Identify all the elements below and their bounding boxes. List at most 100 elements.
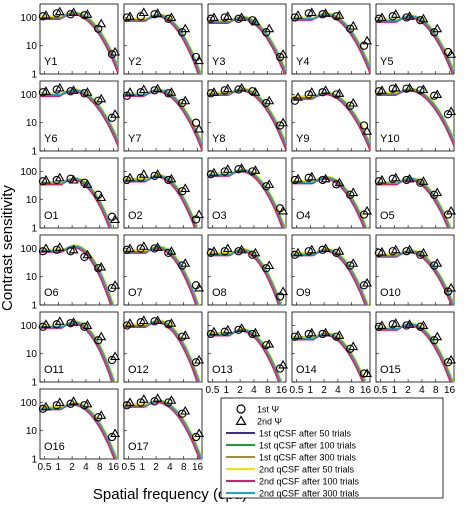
circle-marker — [150, 171, 159, 181]
triangle-marker — [432, 258, 443, 267]
triangle-marker — [418, 13, 429, 23]
circle-marker — [38, 12, 48, 21]
curves — [376, 176, 452, 228]
fit-curve-6 — [376, 88, 454, 141]
triangle-marker — [236, 82, 247, 92]
fit-curve-5 — [40, 90, 118, 147]
triangle-marker — [68, 85, 79, 94]
curves — [376, 322, 454, 382]
triangle-marker — [293, 92, 303, 101]
circle-marker — [402, 13, 411, 22]
circle-marker — [80, 89, 89, 98]
panel-label: O14 — [296, 364, 317, 376]
panel-y6: 1 10 100 Y6 — [20, 80, 120, 158]
fit-curve-5 — [292, 14, 370, 74]
triangle-marker — [390, 318, 401, 327]
panel-frame — [207, 234, 287, 306]
circle-marker — [178, 98, 187, 108]
panel-label: O8 — [212, 287, 227, 299]
panel-label: Y7 — [128, 133, 141, 145]
panel-label: O12 — [128, 364, 149, 376]
panel-label: Y2 — [128, 56, 141, 68]
triangle-marker — [306, 171, 317, 181]
circle-marker — [80, 401, 89, 410]
triangle-marker — [68, 396, 79, 405]
y-tick-label: 1 — [31, 301, 37, 312]
fit-curve-6 — [376, 323, 454, 382]
fit-curve-5 — [376, 90, 454, 147]
fit-curve-4 — [292, 91, 370, 143]
circle-marker — [248, 329, 257, 339]
triangle-marker — [404, 173, 415, 183]
circle-marker — [304, 247, 313, 256]
triangle-marker — [125, 172, 135, 182]
fit-curve-6 — [292, 92, 370, 146]
triangle-marker — [110, 109, 120, 118]
triangle-marker — [152, 242, 163, 251]
circle-marker — [234, 247, 243, 256]
fit-curve-6 — [40, 177, 113, 228]
triangle-marker — [41, 86, 51, 95]
panel-o14: 0.5 1 2 4 8 16 O14 — [289, 311, 372, 396]
fit-curve-4 — [124, 13, 202, 74]
circle-marker — [220, 327, 229, 336]
fit-curve-6 — [40, 89, 118, 141]
panel-y2: Y2 — [122, 3, 204, 75]
curves — [124, 399, 202, 459]
triangle-marker — [293, 10, 303, 19]
triangle-marker — [390, 244, 401, 254]
fit-curve-6 — [292, 13, 370, 68]
circle-marker — [388, 84, 397, 93]
triangle-marker — [377, 246, 387, 256]
x-tick-label: 8 — [181, 462, 187, 473]
legend-label: 1st qCSF after 300 trials — [259, 453, 357, 463]
circle-marker — [374, 177, 384, 186]
panel-y9: Y9 — [290, 80, 372, 152]
fit-curve-6 — [40, 402, 118, 459]
panel-label: Y6 — [44, 133, 57, 145]
panel-o6: 1 10 100 O6 — [20, 234, 120, 312]
panel-frame — [207, 3, 287, 75]
triangle-marker — [377, 174, 387, 184]
triangle-marker — [166, 395, 177, 404]
panel-y5: Y5 — [374, 3, 456, 75]
circle-marker — [430, 190, 439, 199]
triangle-marker — [236, 163, 247, 172]
y-tick-label: 10 — [26, 118, 38, 129]
panel-label: O17 — [128, 441, 149, 453]
triangle-marker — [418, 84, 429, 94]
triangle-marker — [194, 123, 204, 133]
circle-marker — [402, 84, 411, 93]
triangle-marker — [110, 428, 120, 438]
triangle-marker — [194, 282, 204, 292]
panel-o12: O12 — [122, 311, 204, 383]
x-tick-label: 2 — [237, 385, 243, 396]
triangle-marker — [110, 46, 120, 56]
circle-marker — [332, 12, 341, 21]
fit-curve-5 — [124, 401, 201, 459]
panel-frame — [39, 388, 119, 460]
triangle-marker — [209, 326, 219, 336]
triangle-marker — [68, 244, 79, 254]
triangle-marker — [418, 320, 429, 330]
panel-label: O2 — [128, 210, 143, 222]
triangle-marker — [264, 179, 275, 188]
circle-marker — [318, 88, 327, 97]
x-tick-label: 8 — [349, 385, 355, 396]
triangle-marker — [404, 82, 415, 92]
y-tick-label: 1 — [31, 224, 37, 235]
triangle-marker — [320, 85, 331, 94]
circle-marker — [374, 87, 384, 96]
legend-label: 2nd qCSF after 100 trials — [259, 477, 360, 487]
triangle-marker — [250, 16, 261, 26]
circle-marker — [66, 247, 75, 256]
x-tick-label: 4 — [419, 385, 425, 396]
triangle-marker — [41, 243, 51, 253]
circle-marker — [374, 248, 384, 258]
circle-marker — [416, 86, 425, 95]
panel-o2: O2 — [122, 157, 204, 229]
fit-curve-5 — [208, 18, 286, 74]
circle-marker — [332, 332, 341, 341]
fit-curve-6 — [124, 246, 199, 305]
circle-marker — [164, 175, 173, 185]
